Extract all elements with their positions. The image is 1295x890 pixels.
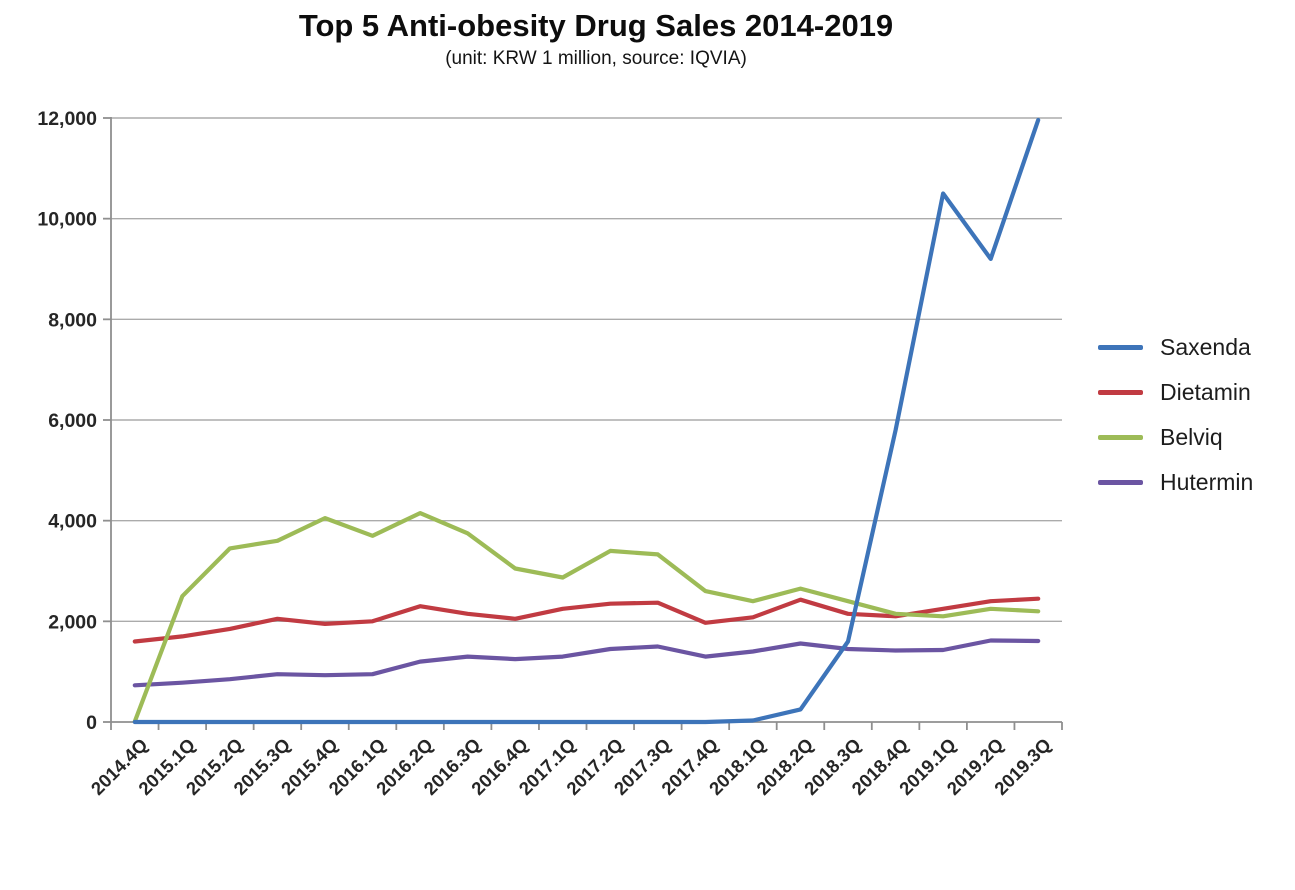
legend-item-belviq: Belviq: [1098, 415, 1253, 460]
chart-title: Top 5 Anti-obesity Drug Sales 2014-2019: [298, 8, 894, 43]
y-axis-label: 10,000: [37, 209, 97, 231]
legend-label: Saxenda: [1160, 334, 1251, 360]
legend-label: Dietamin: [1160, 379, 1251, 405]
legend-label: Belviq: [1160, 424, 1223, 450]
series-line-belviq: [132, 510, 1041, 724]
series-line-dietamin: [132, 596, 1041, 644]
y-axis-label: 6,000: [48, 410, 97, 432]
series-line-saxenda: [132, 117, 1041, 725]
legend-item-saxenda: Saxenda: [1098, 325, 1253, 370]
y-axis-label: 12,000: [37, 108, 97, 130]
legend-line-swatch-belviq: [1098, 435, 1143, 440]
legend-label: Hutermin: [1160, 469, 1254, 495]
legend-line-swatch-hutermin: [1098, 480, 1143, 485]
series-line-hutermin: [132, 638, 1041, 688]
title-block: Top 5 Anti-obesity Drug Sales 2014-2019 …: [0, 8, 1192, 70]
legend-line-swatch-dietamin: [1098, 390, 1143, 395]
chart-legend: Saxenda Dietamin Belviq Hutermin: [1098, 325, 1253, 505]
legend-line-swatch-saxenda: [1098, 345, 1143, 350]
chart-subtitle: (unit: KRW 1 million, source: IQVIA): [445, 48, 747, 69]
y-axis-label: 8,000: [48, 309, 97, 331]
y-axis-label: 0: [86, 712, 97, 734]
y-axis-label: 4,000: [48, 511, 97, 533]
legend-item-dietamin: Dietamin: [1098, 370, 1253, 415]
y-axis-label: 2,000: [48, 611, 97, 633]
legend-item-hutermin: Hutermin: [1098, 460, 1253, 505]
